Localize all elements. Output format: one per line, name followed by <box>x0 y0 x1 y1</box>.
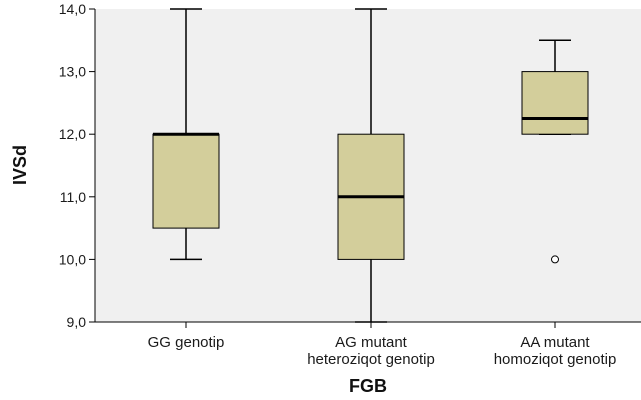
x-category-label-line2: heteroziqot genotip <box>307 351 435 368</box>
box-group <box>152 8 220 261</box>
x-category-label-line2: homoziqot genotip <box>494 351 617 368</box>
x-axis-title: FGB <box>349 376 387 396</box>
iqr-box <box>521 71 589 135</box>
x-category-label: AA mutant <box>520 334 590 351</box>
outlier-point <box>551 255 559 264</box>
iqr-box <box>152 133 220 229</box>
y-tick-label: 13,0 <box>59 64 86 80</box>
y-ticks: 9,0 10,0 11,0 12,0 13,0 14,0 <box>59 1 95 330</box>
y-tick-label: 9,0 <box>67 314 87 330</box>
boxes-layer <box>152 8 589 323</box>
x-category-label: AG mutant <box>335 334 408 351</box>
box-group <box>521 39 589 264</box>
y-tick-label: 14,0 <box>59 1 86 17</box>
x-category-label: GG genotip <box>148 334 225 351</box>
box-group <box>337 8 405 323</box>
y-tick-label: 11,0 <box>60 189 86 205</box>
y-tick-label: 10,0 <box>59 251 86 267</box>
y-tick-label: 12,0 <box>59 126 86 142</box>
y-axis-title: IVSd <box>10 145 30 185</box>
